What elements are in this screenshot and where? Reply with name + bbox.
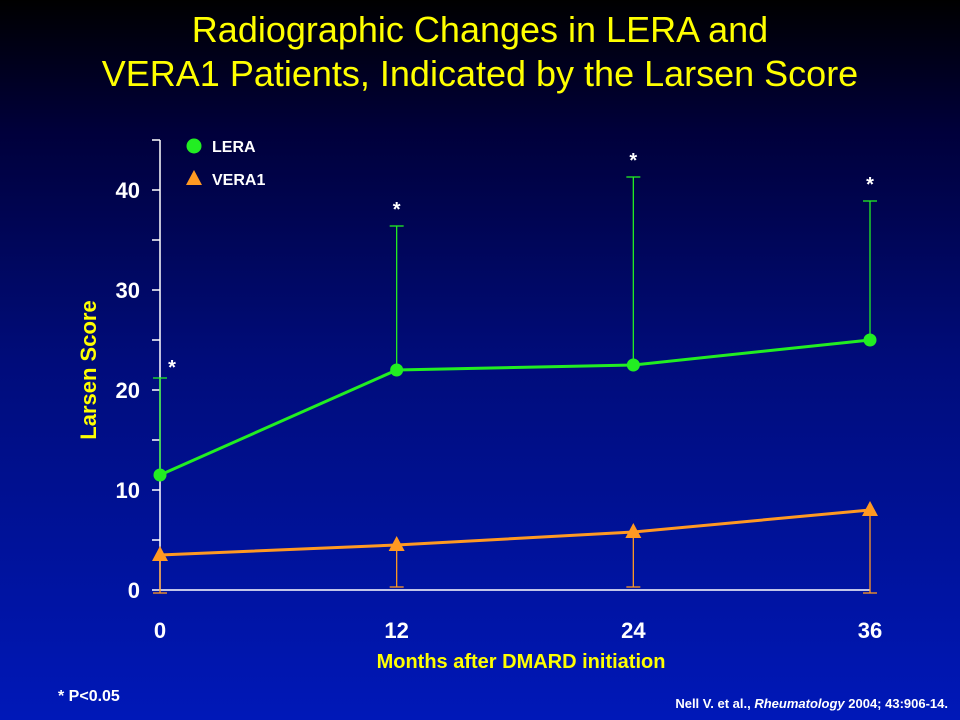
y-tick-label: 20: [116, 378, 140, 403]
vera1-data-point: [862, 501, 878, 516]
vera1-data-point: [388, 536, 405, 551]
chart-title: Radiographic Changes in LERA and VERA1 P…: [0, 8, 960, 96]
legend-lera-label: LERA: [212, 139, 256, 156]
vera1-data-point: [625, 523, 642, 538]
citation-author: Nell V. et al.,: [675, 696, 755, 711]
x-axis-label: Months after DMARD initiation: [377, 651, 666, 673]
x-tick-label: 36: [858, 618, 882, 643]
title-line-2: VERA1 Patients, Indicated by the Larsen …: [101, 53, 859, 94]
vera1-series-line: [159, 508, 871, 557]
lera-data-point: [390, 363, 404, 377]
citation-journal: Rheumatology: [754, 696, 845, 711]
significance-asterisk: *: [168, 357, 176, 379]
y-axis-label: Larsen Score: [76, 300, 101, 439]
lera-data-point: [626, 358, 640, 372]
title-line-1: Radiographic Changes in LERA and: [191, 9, 769, 50]
y-tick-label: 0: [128, 578, 140, 603]
x-tick-label: 0: [154, 618, 166, 643]
vera1-data-point: [152, 546, 168, 561]
significance-asterisk: *: [629, 150, 637, 172]
significance-footnote: * P<0.05: [58, 688, 120, 705]
legend-vera1-label: VERA1: [212, 172, 265, 189]
legend-lera-marker: [186, 138, 202, 154]
significance-asterisk: *: [866, 174, 874, 196]
lera-data-point: [863, 333, 877, 347]
y-tick-label: 10: [116, 478, 140, 503]
significance-asterisk: *: [393, 199, 401, 221]
y-tick-label: 30: [116, 278, 140, 303]
x-tick-label: 24: [621, 618, 646, 643]
citation-details: 2004; 43:906-14.: [844, 696, 948, 711]
x-tick-label: 12: [384, 618, 408, 643]
citation: Nell V. et al., Rheumatology 2004; 43:90…: [675, 696, 948, 711]
lera-series-line: [159, 338, 871, 477]
legend-vera1-marker: [186, 170, 202, 185]
y-tick-label: 40: [116, 178, 140, 203]
lera-data-point: [153, 468, 167, 482]
